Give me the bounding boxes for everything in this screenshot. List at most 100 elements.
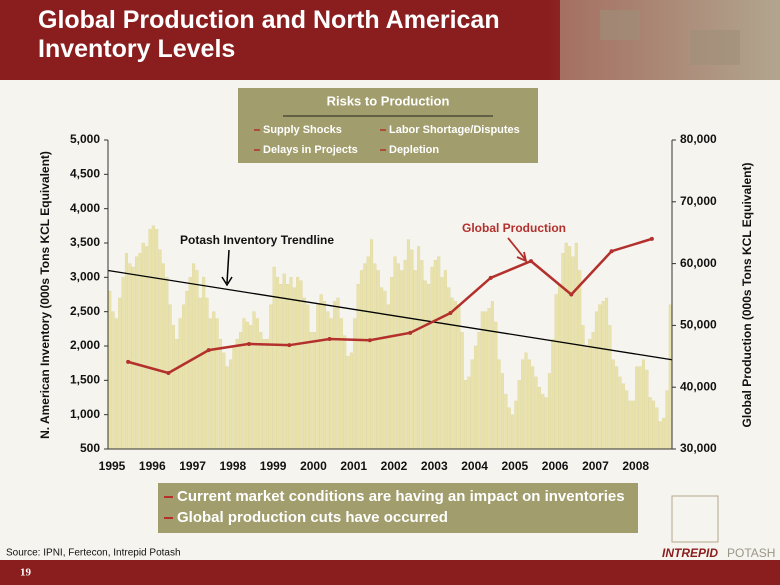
bar [262, 338, 266, 450]
x-tick-label: 1999 [260, 459, 287, 473]
bar [292, 287, 296, 450]
bar [171, 325, 175, 450]
bar [648, 397, 652, 450]
risk-item: Depletion [389, 144, 439, 156]
bar [165, 277, 169, 450]
bar [235, 338, 239, 450]
trendline-label: Potash Inventory Trendline [180, 233, 334, 247]
bar [514, 400, 518, 450]
bar [208, 318, 212, 450]
bar [390, 277, 394, 450]
bar [245, 321, 249, 450]
header-image [690, 30, 740, 65]
bar [541, 393, 545, 450]
bar [265, 338, 269, 450]
bar [359, 270, 363, 450]
y-tick-label: 500 [80, 441, 100, 455]
bar [611, 359, 615, 450]
bar [222, 352, 226, 450]
y2-tick-label: 40,000 [680, 379, 717, 393]
bar [286, 284, 290, 450]
bar [578, 270, 582, 450]
bar [373, 263, 377, 450]
bar [141, 242, 145, 450]
bar [158, 249, 162, 450]
bar [504, 393, 508, 450]
bar [568, 246, 572, 450]
bar [202, 277, 206, 450]
y-tick-label: 3,000 [70, 270, 100, 284]
line-point [367, 338, 372, 343]
bar [598, 304, 602, 450]
bar [500, 373, 504, 450]
bar [333, 301, 337, 450]
x-tick-label: 2005 [502, 459, 529, 473]
bar [547, 373, 551, 450]
y2-tick-label: 30,000 [680, 441, 717, 455]
bar [346, 356, 350, 450]
bar [212, 311, 216, 450]
bar [138, 253, 142, 450]
bar [128, 263, 132, 450]
bar [477, 332, 481, 450]
line-point [287, 343, 292, 348]
bar [517, 380, 521, 450]
bar [625, 390, 629, 450]
y-tick-label: 3,500 [70, 235, 100, 249]
bar [242, 318, 246, 450]
line-point [569, 292, 574, 297]
bar [410, 249, 414, 450]
annotation-arrow [507, 237, 528, 263]
bar [561, 253, 565, 450]
bar [534, 376, 538, 450]
bar [396, 263, 400, 450]
bar [531, 366, 535, 450]
bar [433, 260, 437, 450]
risk-item: Labor Shortage/Disputes [389, 124, 520, 136]
risk-item: Delays in Projects [263, 144, 358, 156]
bar [336, 297, 340, 450]
line-point [529, 259, 533, 264]
bar [658, 421, 662, 450]
bar [279, 284, 283, 450]
bar [581, 325, 585, 450]
line-point [609, 249, 614, 254]
bar [225, 366, 229, 450]
bar [182, 304, 186, 450]
bar [440, 277, 444, 450]
bar [618, 376, 622, 450]
line [127, 237, 653, 375]
bar [121, 277, 125, 450]
bar [420, 260, 424, 450]
bar [198, 297, 202, 450]
bar [588, 338, 592, 450]
y2-tick-label: 80,000 [680, 132, 717, 146]
bar [215, 318, 219, 450]
bar [641, 359, 645, 450]
bar [430, 266, 434, 450]
bar [615, 366, 619, 450]
line-point [488, 275, 493, 280]
bar [417, 246, 421, 450]
bar [289, 277, 293, 450]
bar [494, 321, 498, 450]
bar [594, 311, 598, 450]
line-point [448, 311, 453, 316]
line-point [126, 359, 131, 364]
y-tick-label: 2,000 [70, 338, 100, 352]
slide-title: Global Production and North American Inv… [38, 6, 500, 63]
y2-tick-label: 50,000 [680, 318, 717, 332]
annotation-arrow [221, 249, 233, 287]
bar [356, 284, 360, 450]
bar [460, 332, 464, 450]
y-tick-label: 2,500 [70, 304, 100, 318]
x-tick-label: 2003 [421, 459, 448, 473]
bar [239, 332, 243, 450]
bullet: Global production cuts have occurred [177, 509, 448, 526]
bar [470, 359, 474, 450]
risk-item: Supply Shocks [263, 124, 342, 136]
bullet: Current market conditions are having an … [177, 488, 625, 505]
line-point [327, 336, 332, 341]
bar [252, 311, 256, 450]
bar [558, 284, 562, 450]
